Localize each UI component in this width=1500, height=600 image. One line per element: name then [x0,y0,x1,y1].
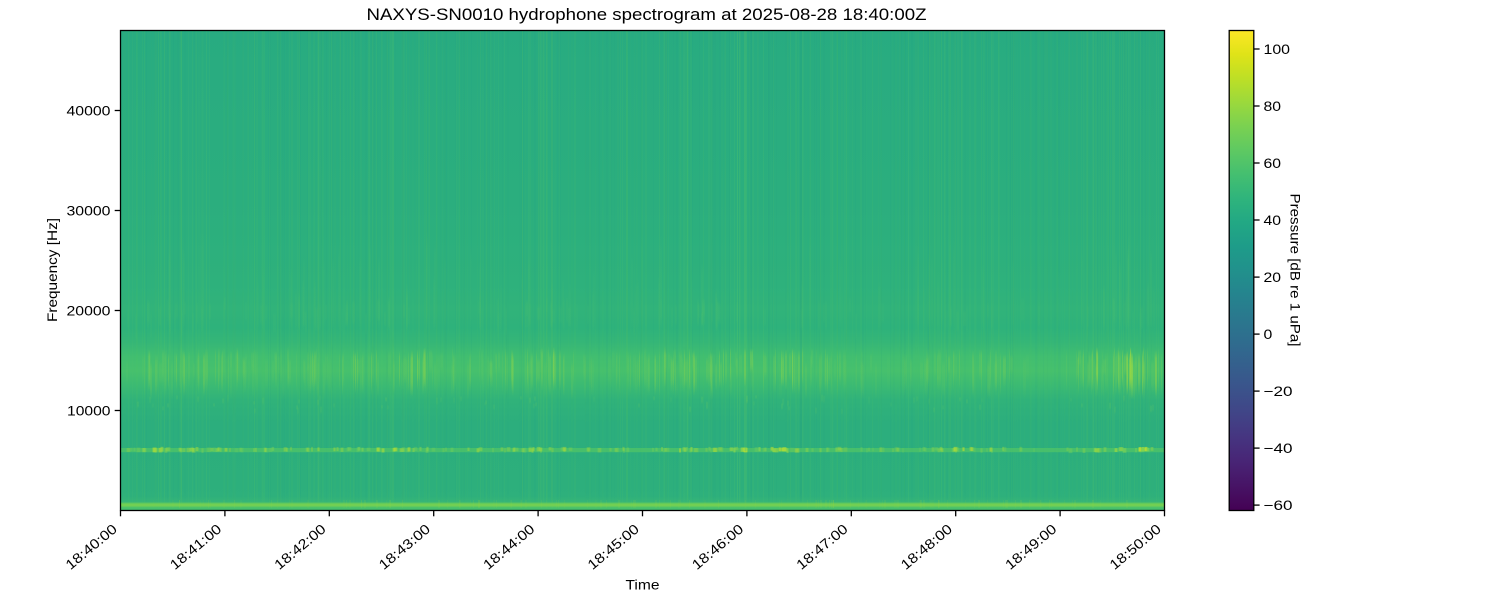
svg-text:80: 80 [1264,98,1282,114]
svg-text:18:42:00: 18:42:00 [271,520,329,572]
svg-text:18:47:00: 18:47:00 [793,520,851,572]
svg-text:Pressure [dB re 1 uPa]: Pressure [dB re 1 uPa] [1288,194,1304,347]
svg-text:NAXYS-SN0010 hydrophone spectr: NAXYS-SN0010 hydrophone spectrogram at 2… [367,5,927,24]
svg-text:18:49:00: 18:49:00 [1002,520,1060,572]
svg-text:18:41:00: 18:41:00 [167,520,225,572]
svg-text:−60: −60 [1264,497,1293,513]
svg-text:60: 60 [1264,155,1282,171]
svg-text:10000: 10000 [67,403,111,419]
svg-text:20000: 20000 [67,303,111,319]
svg-text:18:50:00: 18:50:00 [1106,520,1164,572]
svg-text:0: 0 [1264,326,1273,342]
svg-text:Frequency [Hz]: Frequency [Hz] [44,218,60,322]
svg-text:100: 100 [1264,41,1291,57]
svg-text:30000: 30000 [67,203,111,219]
svg-text:−20: −20 [1264,383,1293,399]
svg-text:18:45:00: 18:45:00 [584,520,642,572]
svg-text:18:46:00: 18:46:00 [689,520,747,572]
svg-text:−40: −40 [1264,440,1293,456]
svg-text:20: 20 [1264,269,1282,285]
svg-text:18:48:00: 18:48:00 [897,520,955,572]
svg-text:18:40:00: 18:40:00 [62,520,120,572]
svg-text:40: 40 [1264,212,1282,228]
svg-text:18:44:00: 18:44:00 [480,520,538,572]
svg-text:18:43:00: 18:43:00 [375,520,433,572]
svg-text:40000: 40000 [67,103,111,119]
svg-text:Time: Time [626,577,660,593]
